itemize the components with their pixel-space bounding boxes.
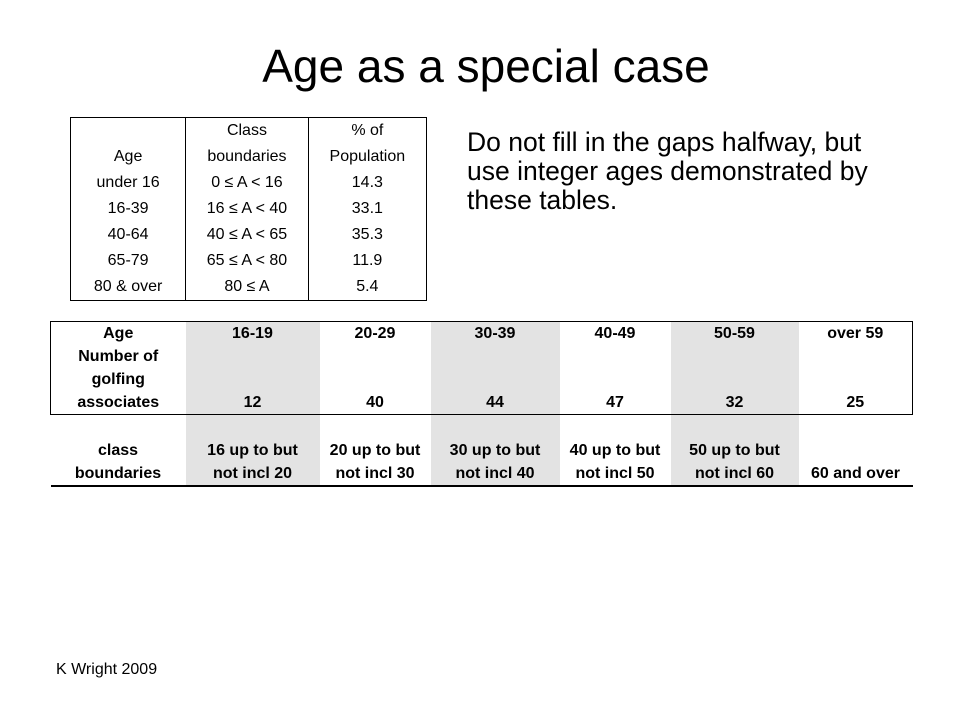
- age-group-row: Age 16-19 20-29 30-39 40-49 50-59 over 5…: [50, 321, 913, 368]
- age-group-cell: 20-29: [319, 321, 431, 368]
- spacer-row: [51, 414, 913, 437]
- count-label: Number of golfing associates: [50, 348, 186, 415]
- boundary-cell: 20 up to but not incl 30: [319, 437, 431, 487]
- header-class-boundaries: Class boundaries: [185, 117, 309, 170]
- table-row: 16-39 16 ≤ A < 40 33.1: [69, 196, 428, 222]
- population-table: Age Class boundaries % of Population under…: [69, 117, 428, 301]
- golfing-table: Age 16-19 20-29 30-39 40-49 50-59 over 5…: [50, 321, 913, 487]
- table-row: 65-79 65 ≤ A < 80 11.9: [69, 248, 428, 274]
- table-header-row: Age Class boundaries % of Population: [69, 117, 428, 170]
- boundary-cell: 50 up to but not incl 60: [670, 437, 799, 487]
- boundary-label: class boundaries: [50, 437, 186, 487]
- footer-credit: K Wright 2009: [56, 661, 158, 678]
- note-text: Do not fill in the gaps halfway, but use…: [467, 127, 868, 215]
- count-row: Number of golfing associates 12 40 44 47 3…: [50, 348, 913, 415]
- boundary-row: class boundaries 16 up to but not incl 20 …: [50, 437, 913, 487]
- age-cell: 80 & over: [69, 274, 187, 301]
- table-row: under 16 0 ≤ A < 16 14.3: [69, 170, 428, 196]
- boundary-cell: 16 up to but not incl 20: [185, 437, 320, 487]
- boundary-cell: 65 ≤ A < 80: [185, 248, 309, 274]
- percent-cell: 33.1: [307, 196, 428, 222]
- age-cell: 65-79: [69, 248, 187, 274]
- count-cell: 44: [430, 368, 560, 415]
- age-cell: 40-64: [69, 222, 187, 248]
- age-group-cell: 40-49: [559, 321, 671, 368]
- count-cell: 32: [670, 368, 799, 415]
- boundary-cell: 40 up to but not incl 50: [559, 437, 671, 487]
- count-cell: 40: [319, 368, 431, 415]
- percent-cell: 11.9: [307, 248, 428, 274]
- percent-cell: 5.4: [307, 274, 428, 301]
- boundary-cell: 30 up to but not incl 40: [430, 437, 560, 487]
- header-age: Age: [69, 117, 187, 170]
- age-cell: 16-39: [69, 196, 187, 222]
- age-group-cell: over 59: [798, 321, 913, 368]
- age-group-cell: 30-39: [430, 321, 560, 368]
- age-group-cell: 16-19: [185, 321, 320, 368]
- boundary-cell: 80 ≤ A: [185, 274, 309, 301]
- count-cell: 47: [559, 368, 671, 415]
- age-group-cell: 50-59: [670, 321, 799, 368]
- boundary-cell: 0 ≤ A < 16: [185, 170, 309, 196]
- header-percent-population: % of Population: [307, 117, 428, 170]
- boundary-cell: 16 ≤ A < 40: [185, 196, 309, 222]
- boundary-cell: 60 and over: [798, 437, 913, 487]
- age-cell: under 16: [69, 170, 187, 196]
- age-label: Age: [50, 321, 186, 368]
- percent-cell: 35.3: [307, 222, 428, 248]
- slide-title: Age as a special case: [262, 40, 710, 92]
- percent-cell: 14.3: [307, 170, 428, 196]
- count-cell: 25: [798, 368, 913, 415]
- table-row: 40-64 40 ≤ A < 65 35.3: [69, 222, 428, 248]
- count-cell: 12: [185, 368, 320, 415]
- boundary-cell: 40 ≤ A < 65: [185, 222, 309, 248]
- table-row: 80 & over 80 ≤ A 5.4: [69, 274, 428, 301]
